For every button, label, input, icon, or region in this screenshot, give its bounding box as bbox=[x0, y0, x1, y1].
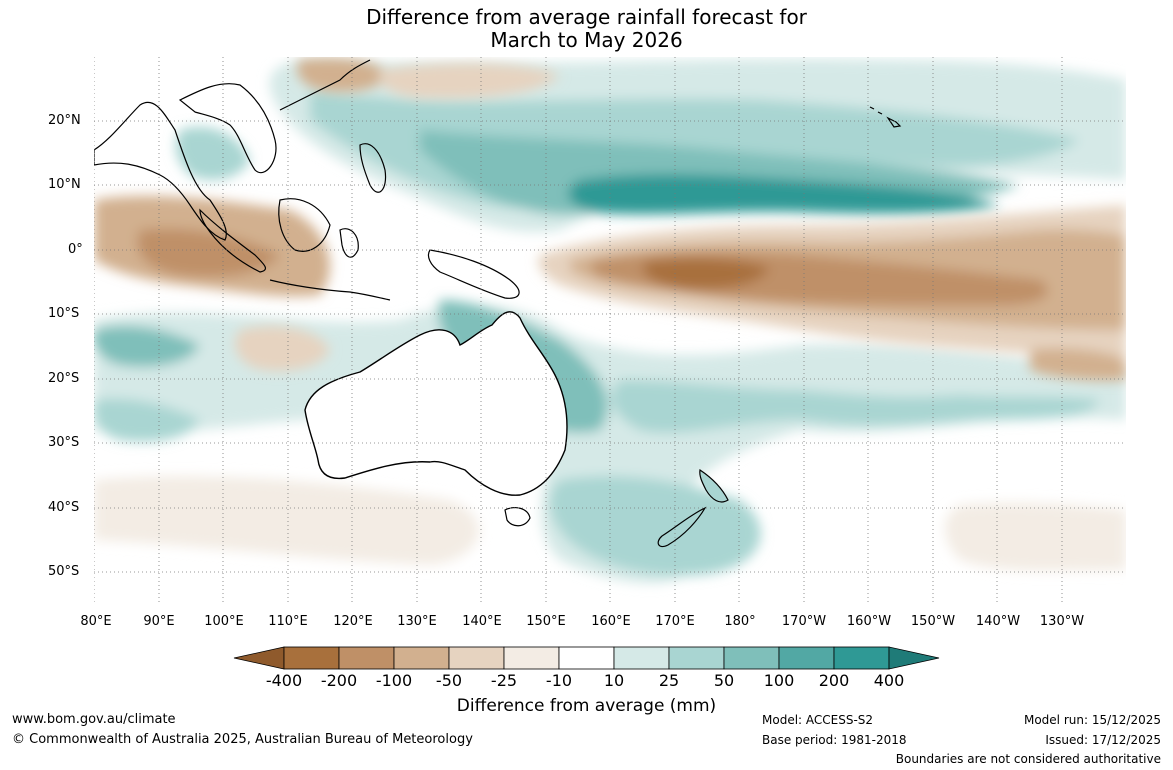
wet-region-tasman bbox=[549, 476, 761, 576]
legend-swatch bbox=[393, 646, 450, 670]
dry-region-southern-ocean-west bbox=[94, 476, 479, 565]
sulawesi-coastline bbox=[339, 228, 359, 258]
colorbar bbox=[233, 646, 940, 670]
new-guinea-coastline bbox=[427, 249, 520, 299]
lon-label-80e: 80°E bbox=[80, 614, 112, 629]
dry-region-southern-ocean-east bbox=[945, 502, 1126, 571]
lon-label-130w: 130°W bbox=[1039, 614, 1085, 629]
legend-extension-low bbox=[233, 646, 285, 670]
lat-label-10n: 10°N bbox=[48, 177, 81, 192]
legend-tick: 200 bbox=[818, 671, 850, 690]
legend-swatch bbox=[723, 646, 780, 670]
wet-region-indian-ocean-south bbox=[94, 398, 200, 442]
legend-swatch bbox=[778, 646, 835, 670]
lon-label-180: 180° bbox=[724, 614, 756, 629]
footer-model-run: Model run: 15/12/2025 bbox=[1023, 713, 1161, 727]
new-zealand-south-island bbox=[657, 506, 707, 548]
lat-label-20s: 20°S bbox=[48, 371, 80, 386]
new-zealand-north-island bbox=[699, 468, 729, 503]
legend-swatch bbox=[448, 646, 505, 670]
wet-band-core bbox=[568, 174, 1000, 215]
lat-label-0: 0° bbox=[68, 242, 83, 257]
legend-tick: -10 bbox=[545, 671, 573, 690]
lat-label-10s: 10°S bbox=[48, 306, 80, 321]
graticule bbox=[94, 57, 1126, 604]
lon-label-150w: 150°W bbox=[910, 614, 956, 629]
legend-swatch bbox=[283, 646, 340, 670]
legend-tick: 10 bbox=[603, 671, 625, 690]
footer-website[interactable]: www.bom.gov.au/climate bbox=[12, 712, 176, 727]
indochina-coastline bbox=[178, 83, 277, 174]
chart-title-line2: March to May 2026 bbox=[490, 28, 683, 52]
lon-label-140w: 140°W bbox=[975, 614, 1021, 629]
lon-label-110e: 110°E bbox=[268, 614, 308, 629]
australia-coastline bbox=[304, 311, 568, 496]
lon-label-160w: 160°W bbox=[846, 614, 892, 629]
dry-core-maritime-continent bbox=[137, 228, 280, 277]
legend-swatch bbox=[338, 646, 395, 670]
lon-label-130e: 130°E bbox=[397, 614, 437, 629]
borneo-coastline bbox=[278, 198, 331, 252]
dry-region-indian-ocean bbox=[235, 326, 330, 371]
dry-region-china-coast bbox=[296, 58, 390, 92]
footer-disclaimer: Boundaries are not considered authoritat… bbox=[895, 752, 1161, 766]
java-coastline bbox=[269, 279, 391, 301]
legend-tick: 400 bbox=[873, 671, 905, 690]
legend-tick: 50 bbox=[713, 671, 735, 690]
legend-swatch bbox=[833, 646, 890, 670]
legend-tick: -200 bbox=[320, 671, 358, 690]
footer-issued: Issued: 17/12/2025 bbox=[1045, 733, 1161, 747]
lat-label-50s: 50°S bbox=[48, 564, 80, 579]
india-coastline bbox=[94, 101, 227, 241]
lon-label-170e: 170°E bbox=[655, 614, 695, 629]
footer-copyright: © Commonwealth of Australia 2025, Austra… bbox=[12, 732, 473, 747]
legend-tick: -25 bbox=[490, 671, 518, 690]
lat-label-40s: 40°S bbox=[48, 500, 80, 515]
legend-tick: -100 bbox=[375, 671, 413, 690]
lon-label-100e: 100°E bbox=[204, 614, 244, 629]
lon-label-170w: 170°W bbox=[781, 614, 827, 629]
lon-label-160e: 160°E bbox=[591, 614, 631, 629]
chart-title-line1: Difference from average rainfall forecas… bbox=[366, 5, 807, 29]
wet-region-indian-ocean bbox=[94, 325, 200, 367]
china-coastline bbox=[279, 59, 371, 111]
legend-extension-high bbox=[888, 646, 940, 670]
lon-label-120e: 120°E bbox=[333, 614, 373, 629]
lon-label-90e: 90°E bbox=[143, 614, 175, 629]
anomaly-field bbox=[94, 57, 1126, 604]
lat-label-20n: 20°N bbox=[48, 113, 81, 128]
legend-swatch bbox=[558, 646, 615, 670]
hawaii-islands bbox=[869, 106, 902, 128]
lon-label-150e: 150°E bbox=[526, 614, 566, 629]
dry-region-south-east-pacific bbox=[1030, 348, 1126, 381]
sumatra-coastline bbox=[199, 208, 267, 273]
lat-label-30s: 30°S bbox=[48, 435, 80, 450]
legend-swatch bbox=[613, 646, 670, 670]
wet-region-indochina bbox=[175, 126, 250, 180]
footer-base-period: Base period: 1981-2018 bbox=[762, 733, 907, 747]
legend-tick: 100 bbox=[763, 671, 795, 690]
philippines-coastline bbox=[359, 143, 387, 193]
legend-tick: -400 bbox=[265, 671, 303, 690]
dry-region-north-west-pacific bbox=[379, 63, 560, 99]
legend-tick: -50 bbox=[435, 671, 463, 690]
footer-model: Model: ACCESS-S2 bbox=[762, 713, 874, 727]
legend-title: Difference from average (mm) bbox=[456, 696, 717, 716]
legend-swatch bbox=[668, 646, 725, 670]
legend-tick: 25 bbox=[658, 671, 680, 690]
lon-label-140e: 140°E bbox=[462, 614, 502, 629]
legend-swatch bbox=[503, 646, 560, 670]
wet-band-southern bbox=[611, 380, 1100, 433]
